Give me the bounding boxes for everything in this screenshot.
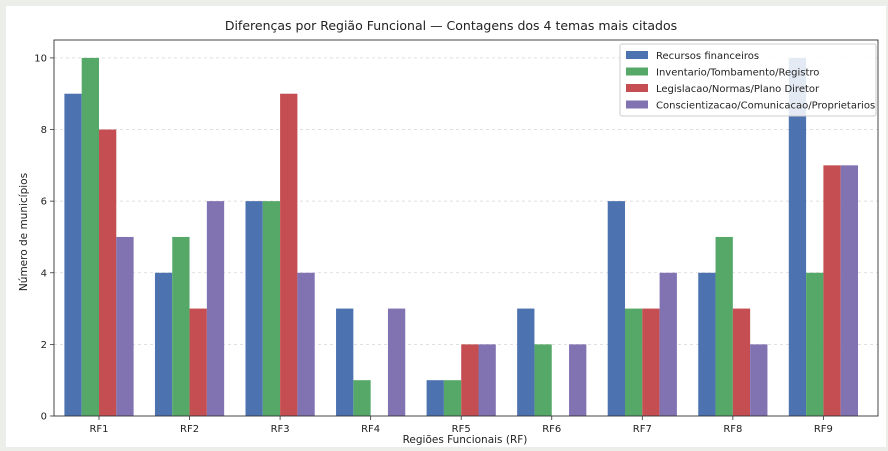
bar [387,308,406,416]
bar [840,165,858,416]
legend-label: Legislacao/Normas/Plano Diretor [656,84,820,95]
bar [642,308,660,416]
bar-chart: Diferenças por Região Funcional — Contag… [18,18,879,446]
tick-labels: 0 2 4 6 8 10 RF1 RF2 RF3 RF4 RF5 RF6 RF7 RF8 RF9 [34,53,833,435]
bar [172,236,190,416]
legend-swatch [626,84,648,92]
bar [806,272,824,416]
x-tick-label: RF1 [89,424,108,435]
bar [461,344,479,416]
y-tick-label: 8 [41,125,47,136]
bar [245,201,263,416]
bar [154,272,173,416]
y-tick-label: 6 [41,197,47,208]
bar [715,236,733,416]
legend-label: Recursos financeiros [656,51,759,62]
bar [426,380,444,416]
bar [443,380,462,416]
bar [698,272,716,416]
bar [64,93,82,416]
y-axis-label: Número de municípios [18,173,30,291]
legend-box [619,43,877,117]
bar [206,201,225,416]
y-tick-label: 2 [41,340,47,351]
x-axis-label: Regiões Funcionais (RF) [403,434,528,446]
x-tick-label: RF2 [180,424,199,435]
x-tick-label: RF3 [271,424,290,435]
bar [99,129,117,416]
legend-label: Conscientizacao/Comunicacao/Proprietario… [656,101,875,112]
bar [478,344,496,416]
bar [569,344,587,416]
bar [624,308,643,416]
bar [534,344,552,416]
axes [53,39,879,417]
bar [517,308,535,416]
bar [788,57,807,417]
bar [823,165,841,416]
bar [607,201,625,416]
y-tick-label: 10 [34,53,47,64]
x-tick-label: RF5 [452,424,471,435]
bar [81,57,99,417]
x-tick-label: RF8 [723,424,742,435]
chart-frame: Diferenças por Região Funcional — Contag… [6,6,886,447]
y-tick-label: 4 [41,268,47,279]
y-tick-label: 0 [41,412,47,423]
chart-title: Diferenças por Região Funcional — Contag… [225,18,677,33]
bars [64,57,858,417]
legend-swatch [626,67,648,76]
bar [189,308,207,416]
bar [116,236,134,416]
legend-swatch [626,100,648,109]
bar [297,272,315,416]
legend: Recursos financeiros Inventario/Tombament… [619,43,877,117]
bar [353,380,371,416]
x-tick-label: RF4 [361,424,380,435]
bar [732,308,751,416]
x-tick-label: RF7 [633,424,652,435]
x-tick-label: RF6 [542,424,561,435]
legend-swatch [626,51,648,59]
legend-label: Inventario/Tombamento/Registro [656,68,819,79]
bar [336,308,354,416]
bar [280,93,298,416]
bar [659,272,677,416]
bar [262,201,281,416]
plot-frame [53,39,879,417]
bar [750,344,768,416]
x-tick-label: RF9 [814,424,833,435]
